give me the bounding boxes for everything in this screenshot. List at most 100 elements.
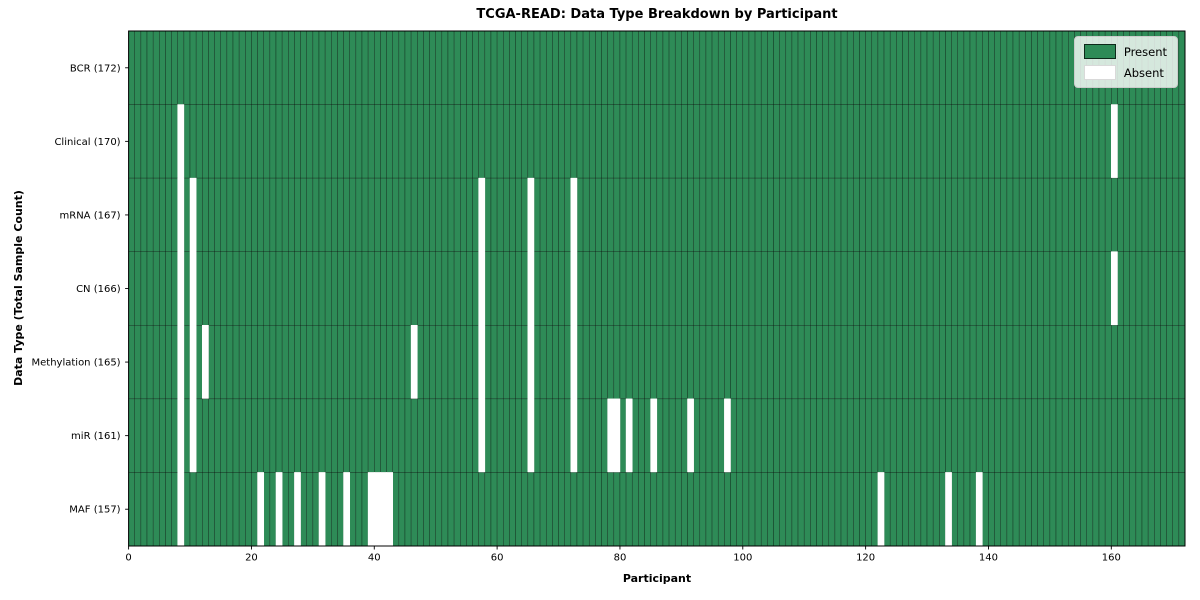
heatmap-cell-present: [859, 104, 866, 179]
heatmap-cell-present: [423, 104, 430, 179]
heatmap-cell-present: [791, 398, 799, 473]
heatmap-cell-present: [1117, 398, 1124, 473]
heatmap-cell-present: [152, 398, 160, 473]
heatmap-cell-present: [619, 472, 627, 547]
heatmap-cell-present: [183, 30, 191, 105]
heatmap-cell-present: [453, 177, 461, 252]
heatmap-cell-present: [1037, 30, 1044, 105]
heatmap-cell-present: [1129, 177, 1137, 252]
heatmap-cell-present: [208, 325, 215, 400]
heatmap-cell-present: [1086, 472, 1094, 547]
heatmap-cell-present: [1160, 251, 1167, 326]
heatmap-cell-present: [957, 104, 965, 179]
heatmap-cell-present: [681, 472, 688, 547]
heatmap-cell-present: [767, 398, 774, 473]
heatmap-cell-present: [791, 251, 799, 326]
heatmap-cell-present: [810, 177, 817, 252]
heatmap-cell-present: [275, 30, 283, 105]
heatmap-cell-present: [306, 104, 314, 179]
heatmap-cell-present: [932, 472, 940, 547]
heatmap-cell-present: [533, 104, 541, 179]
heatmap-cell-present: [447, 472, 455, 547]
heatmap-cell-present: [785, 177, 793, 252]
x-tick-label: 40: [368, 553, 381, 564]
heatmap-cell-present: [1154, 325, 1161, 400]
heatmap-cell-present: [208, 472, 215, 547]
heatmap-cell-absent: [177, 251, 185, 326]
x-tick-label: 120: [856, 553, 875, 564]
heatmap-cell-present: [361, 30, 369, 105]
heatmap-cell-present: [539, 472, 547, 547]
heatmap-cell-present: [312, 398, 320, 473]
heatmap-cell-absent: [189, 398, 197, 473]
heatmap-cell-present: [171, 30, 178, 105]
heatmap-cell-present: [1092, 104, 1100, 179]
heatmap-cell-present: [300, 398, 307, 473]
heatmap-cell-present: [539, 177, 547, 252]
heatmap-cell-present: [496, 251, 504, 326]
heatmap-cell-present: [742, 104, 750, 179]
heatmap-cell-present: [957, 325, 965, 400]
heatmap-cell-present: [460, 104, 467, 179]
heatmap-cell-present: [969, 104, 977, 179]
heatmap-cell-present: [515, 251, 522, 326]
heatmap-cell-present: [1166, 325, 1173, 400]
heatmap-cell-present: [1135, 472, 1143, 547]
heatmap-cell-present: [736, 177, 744, 252]
heatmap-cell-present: [337, 398, 344, 473]
heatmap-cell-present: [595, 104, 602, 179]
heatmap-cell-present: [828, 251, 836, 326]
heatmap-cell-present: [693, 104, 701, 179]
heatmap-cell-present: [1135, 251, 1143, 326]
heatmap-cell-absent: [478, 177, 486, 253]
heatmap-cell-present: [760, 398, 768, 473]
heatmap-cell-present: [447, 104, 455, 179]
heatmap-cell-present: [226, 104, 234, 179]
heatmap-cell-present: [1037, 177, 1044, 252]
heatmap-cell-present: [410, 104, 418, 179]
heatmap-cell-present: [134, 325, 142, 400]
heatmap-cell-present: [1055, 398, 1063, 473]
heatmap-cell-present: [957, 177, 965, 252]
heatmap-cell-present: [435, 472, 443, 547]
heatmap-cell-present: [269, 251, 277, 326]
heatmap-cell-present: [865, 30, 873, 105]
heatmap-cell-present: [951, 325, 959, 400]
x-tick-label: 20: [245, 553, 258, 564]
heatmap-cell-present: [466, 472, 473, 547]
heatmap-cell-present: [760, 104, 768, 179]
heatmap-cell-present: [871, 177, 879, 252]
heatmap-cell-present: [853, 177, 860, 252]
heatmap-cell-present: [908, 325, 916, 400]
heatmap-cell-present: [1006, 30, 1014, 105]
heatmap-cell-present: [552, 104, 559, 179]
heatmap-cell-present: [705, 30, 713, 105]
heatmap-cell-present: [619, 30, 627, 105]
heatmap-cell-present: [1000, 472, 1008, 547]
heatmap-cell-present: [1117, 177, 1124, 252]
heatmap-cell-present: [717, 177, 725, 252]
heatmap-cell-present: [902, 325, 909, 400]
heatmap-cell-present: [367, 177, 375, 252]
heatmap-cell-present: [521, 177, 529, 252]
heatmap-cell-present: [1018, 251, 1026, 326]
heatmap-cell-present: [717, 398, 725, 473]
heatmap-cell-present: [932, 398, 940, 473]
heatmap-cell-present: [595, 177, 602, 252]
heatmap-cell-present: [152, 251, 160, 326]
heatmap-cell-present: [601, 251, 608, 326]
heatmap-cell-present: [453, 325, 461, 400]
heatmap-cell-present: [355, 177, 363, 252]
heatmap-cell-present: [1117, 251, 1124, 326]
heatmap-cell-present: [1098, 325, 1106, 400]
heatmap-cell-present: [724, 104, 731, 179]
heatmap-cell-present: [1160, 472, 1167, 547]
heatmap-cell-present: [521, 30, 529, 105]
heatmap-cell-present: [773, 398, 780, 473]
heatmap-cell-present: [324, 398, 332, 473]
heatmap-cell-present: [558, 325, 565, 400]
heatmap-cell-present: [865, 104, 873, 179]
heatmap-cell-present: [846, 177, 854, 252]
heatmap-cell-present: [588, 251, 596, 326]
heatmap-cell-present: [988, 472, 995, 547]
